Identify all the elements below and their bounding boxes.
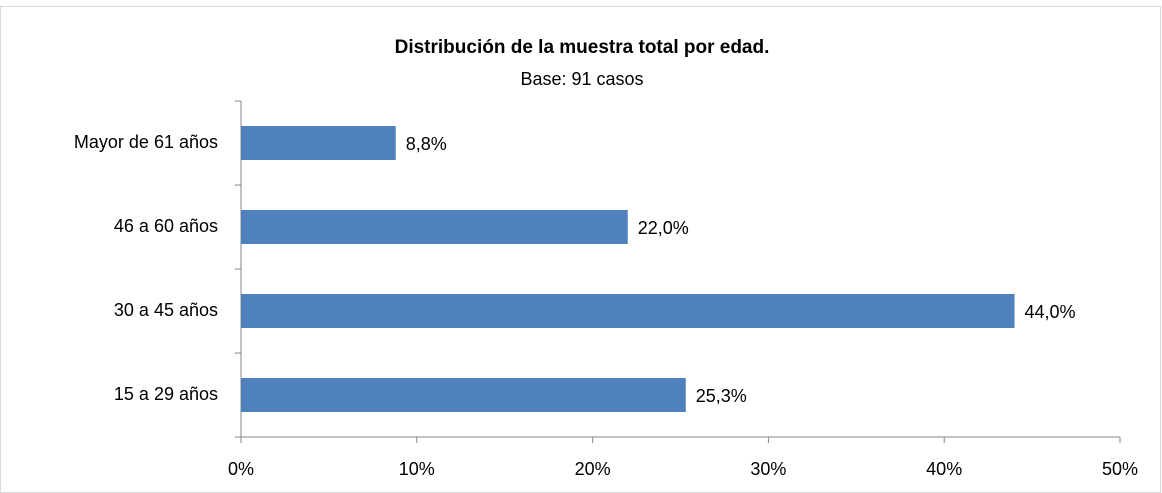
value-label: 22,0% bbox=[638, 218, 689, 238]
value-label: 8,8% bbox=[406, 134, 447, 154]
y-tick-label: 30 a 45 años bbox=[114, 300, 218, 320]
bar bbox=[241, 378, 686, 412]
chart-title: Distribución de la muestra total por eda… bbox=[395, 37, 770, 58]
x-tick-label: 50% bbox=[1102, 459, 1138, 479]
y-tick-label: Mayor de 61 años bbox=[74, 132, 218, 152]
value-label: 25,3% bbox=[696, 386, 747, 406]
x-tick-label: 40% bbox=[926, 459, 962, 479]
x-tick-label: 10% bbox=[399, 459, 435, 479]
y-tick-label: 15 a 29 años bbox=[114, 384, 218, 404]
x-tick-label: 30% bbox=[750, 459, 786, 479]
x-tick-label: 20% bbox=[575, 459, 611, 479]
x-tick-label: 0% bbox=[228, 459, 254, 479]
bar bbox=[241, 126, 396, 160]
bar bbox=[241, 294, 1015, 328]
value-label: 44,0% bbox=[1025, 302, 1076, 322]
chart-subtitle: Base: 91 casos bbox=[520, 69, 643, 89]
y-tick-label: 46 a 60 años bbox=[114, 216, 218, 236]
bar bbox=[241, 210, 628, 244]
